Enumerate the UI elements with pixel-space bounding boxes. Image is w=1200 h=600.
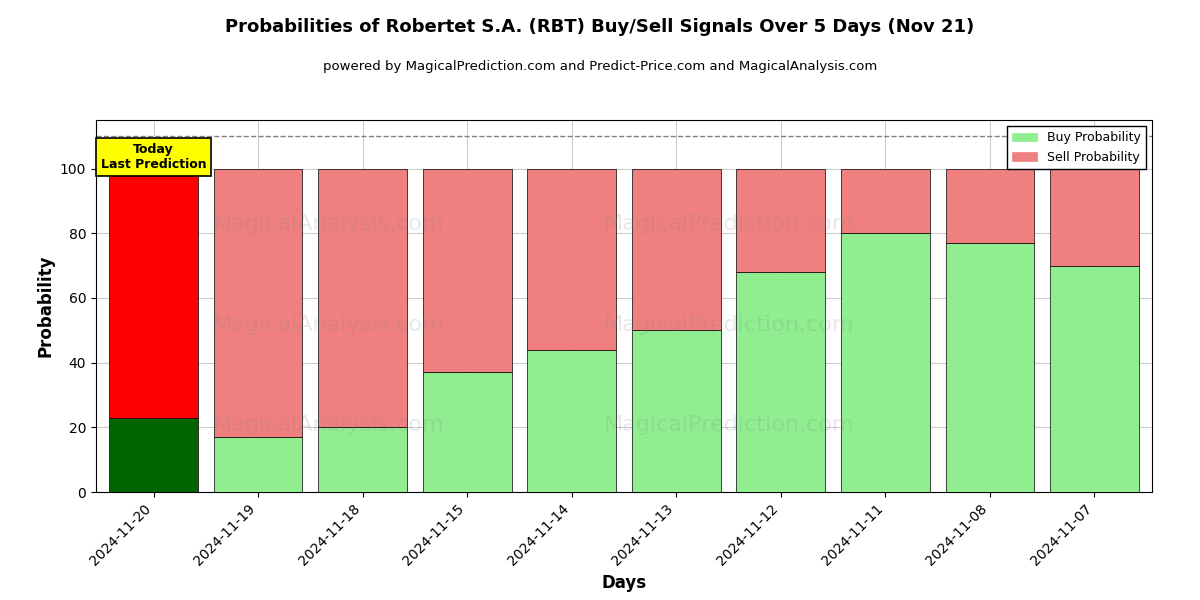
Y-axis label: Probability: Probability [36, 255, 54, 357]
Text: MagicalAnalysis.com: MagicalAnalysis.com [212, 314, 444, 335]
Text: MagicalAnalysis.com: MagicalAnalysis.com [212, 415, 444, 435]
Bar [632, 330, 721, 492]
Bar [1050, 169, 1139, 266]
Text: MagicalPrediction.com: MagicalPrediction.com [605, 314, 854, 335]
Bar [841, 233, 930, 492]
Bar [841, 169, 930, 233]
Text: Today
Last Prediction: Today Last Prediction [101, 143, 206, 170]
Bar [632, 169, 721, 330]
Bar [1050, 266, 1139, 492]
Bar [737, 169, 826, 272]
Bar [109, 169, 198, 418]
Text: powered by MagicalPrediction.com and Predict-Price.com and MagicalAnalysis.com: powered by MagicalPrediction.com and Pre… [323, 60, 877, 73]
Bar [946, 169, 1034, 243]
Bar [318, 169, 407, 427]
Text: Probabilities of Robertet S.A. (RBT) Buy/Sell Signals Over 5 Days (Nov 21): Probabilities of Robertet S.A. (RBT) Buy… [226, 18, 974, 36]
Bar [214, 437, 302, 492]
Bar [527, 350, 616, 492]
Bar [214, 169, 302, 437]
Bar [422, 169, 511, 373]
Text: MagicalPrediction.com: MagicalPrediction.com [605, 214, 854, 234]
Text: MagicalAnalysis.com: MagicalAnalysis.com [212, 214, 444, 234]
Legend: Buy Probability, Sell Probability: Buy Probability, Sell Probability [1007, 126, 1146, 169]
Bar [318, 427, 407, 492]
Bar [737, 272, 826, 492]
X-axis label: Days: Days [601, 574, 647, 592]
Bar [946, 243, 1034, 492]
Text: MagicalPrediction.com: MagicalPrediction.com [605, 415, 854, 435]
Bar [109, 418, 198, 492]
Bar [527, 169, 616, 350]
Bar [422, 373, 511, 492]
